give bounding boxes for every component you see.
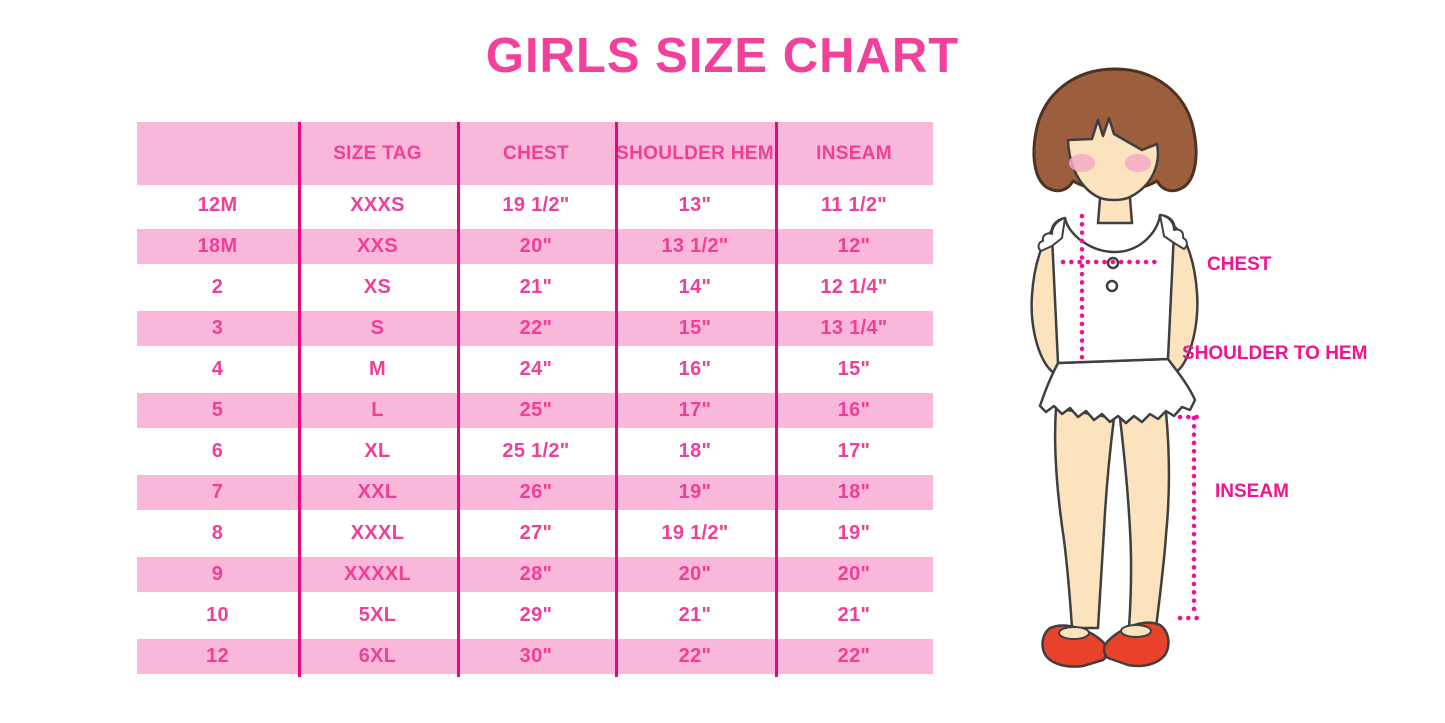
shoe-left-opening <box>1058 626 1090 640</box>
table-cell: 12 1/4" <box>820 276 888 298</box>
table-row: 10 5XL 29" 21" 21" <box>137 595 933 636</box>
blush-left <box>1069 154 1095 172</box>
table-cell: 17" <box>678 399 712 421</box>
table-cell: 13 1/2" <box>661 235 729 257</box>
table-cell: 19 1/2" <box>502 194 570 216</box>
table-row: 6 XL 25 1/2" 18" 17" <box>137 431 933 472</box>
table-cell: XXXS <box>350 194 405 216</box>
table-cell: 12" <box>837 235 871 257</box>
table-cell: 5 <box>211 399 224 421</box>
size-table: SIZE TAG CHEST SHOULDER HEM INSEAM 12M XXXS 19… <box>137 122 933 677</box>
header-cell <box>137 122 298 185</box>
table-cell: 8 <box>211 522 224 544</box>
table-row: 18M XXS 20" 13 1/2" 12" <box>137 226 933 267</box>
table-cell: 22" <box>678 645 712 667</box>
table-cell: 22" <box>519 317 553 339</box>
table-cell: 14" <box>678 276 712 298</box>
table-cell: XL <box>364 440 391 462</box>
table-cell: 20" <box>837 563 871 585</box>
table-cell: 30" <box>519 645 553 667</box>
table-cell: 21" <box>837 604 871 626</box>
table-cell: 5XL <box>358 604 397 626</box>
table-row: 9 XXXXL 28" 20" 20" <box>137 554 933 595</box>
table-cell: 7 <box>211 481 224 503</box>
table-cell: 11 1/2" <box>820 194 888 216</box>
table-cell: 19 1/2" <box>661 522 729 544</box>
leg-left <box>1053 406 1116 630</box>
table-cell: 13 1/4" <box>820 317 888 339</box>
table-cell: 19" <box>678 481 712 503</box>
table-cell: XXS <box>357 235 398 257</box>
blush-right <box>1125 154 1151 172</box>
table-cell: 15" <box>678 317 712 339</box>
page-title: GIRLS SIZE CHART <box>485 29 960 83</box>
table-cell: 24" <box>519 358 553 380</box>
ruffle-left <box>1037 217 1066 252</box>
table-cell: 3 <box>211 317 224 339</box>
table-cell: L <box>371 399 384 421</box>
ruffle-right <box>1159 214 1188 250</box>
table-cell: 10 <box>206 604 229 626</box>
table-cell: 6XL <box>358 645 397 667</box>
button-bottom <box>1105 279 1119 293</box>
table-cell: 17" <box>837 440 871 462</box>
table-cell: 12 <box>206 645 229 667</box>
table-cell: 16" <box>837 399 871 421</box>
table-cell: 4 <box>211 358 224 380</box>
table-cell: 25 1/2" <box>502 440 570 462</box>
table-row: 8 XXXL 27" 19 1/2" 19" <box>137 513 933 554</box>
table-cell: XXL <box>357 481 398 503</box>
table-cell: 18" <box>678 440 712 462</box>
leg-right <box>1118 410 1171 630</box>
table-cell: 9 <box>211 563 224 585</box>
table-cell: 18" <box>837 481 871 503</box>
table-cell: 15" <box>837 358 871 380</box>
table-row: 12 6XL 30" 22" 22" <box>137 636 933 677</box>
header-cell: SHOULDER HEM <box>615 122 775 185</box>
table-cell: 21" <box>678 604 712 626</box>
table-cell: 2 <box>211 276 224 298</box>
table-cell: M <box>369 358 386 380</box>
table-cell: 27" <box>519 522 553 544</box>
shoulder-to-hem-label: SHOULDER TO HEM <box>1182 343 1367 364</box>
table-cell: XXXXL <box>343 563 412 585</box>
table-cell: 20" <box>678 563 712 585</box>
header-row: SIZE TAG CHEST SHOULDER HEM INSEAM <box>137 122 933 185</box>
table-row: 2 XS 21" 14" 12 1/4" <box>137 267 933 308</box>
table-cell: 29" <box>519 604 553 626</box>
table-cell: 22" <box>837 645 871 667</box>
table-cell: 6 <box>211 440 224 462</box>
inseam-label: INSEAM <box>1215 481 1289 502</box>
table-cell: S <box>370 317 385 339</box>
shoe-right-opening <box>1120 624 1152 638</box>
header-cell: INSEAM <box>775 122 933 185</box>
top-peplum <box>1038 357 1197 425</box>
girl-illustration: CHEST SHOULDER TO HEM INSEAM <box>1030 67 1367 668</box>
table-cell: 16" <box>678 358 712 380</box>
table-cell: 26" <box>519 481 553 503</box>
table-cell: 21" <box>519 276 553 298</box>
table-cell: XXXL <box>350 522 405 544</box>
header-cell: CHEST <box>457 122 615 185</box>
table-cell: 20" <box>519 235 553 257</box>
table-row: 3 S 22" 15" 13 1/4" <box>137 308 933 349</box>
table-row: 5 L 25" 17" 16" <box>137 390 933 431</box>
table-row: 7 XXL 26" 19" 18" <box>137 472 933 513</box>
table-cell: 13" <box>678 194 712 216</box>
chest-label: CHEST <box>1207 254 1272 275</box>
table-cell: 25" <box>519 399 553 421</box>
measurement-figure: CHEST SHOULDER TO HEM INSEAM <box>990 60 1445 723</box>
table-cell: XS <box>363 276 392 298</box>
table-cell: 19" <box>837 522 871 544</box>
table-cell: 28" <box>519 563 553 585</box>
header-cell: SIZE TAG <box>298 122 457 185</box>
table-cell: 12M <box>197 194 238 216</box>
table-row: 12M XXXS 19 1/2" 13" 11 1/2" <box>137 185 933 226</box>
face <box>1066 116 1160 202</box>
table-cell: 18M <box>197 235 238 257</box>
table-row: 4 M 24" 16" 15" <box>137 349 933 390</box>
